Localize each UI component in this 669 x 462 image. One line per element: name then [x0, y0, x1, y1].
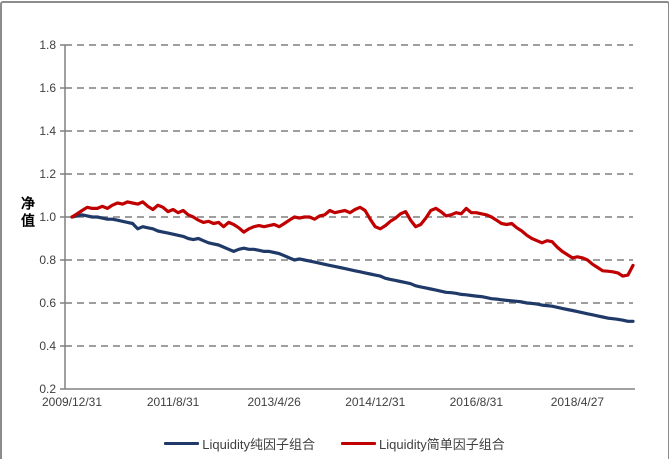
x-tick-label: 2011/8/31 — [147, 395, 200, 409]
legend-item: Liquidity纯因子组合 — [164, 434, 315, 453]
legend-line-swatch — [341, 442, 376, 445]
y-tick-label: 1.0 — [39, 210, 56, 224]
series-line-simple-factor — [70, 200, 635, 278]
x-tick-label: 2009/12/31 — [42, 395, 102, 409]
x-tick-label: 2018/4/27 — [551, 395, 605, 409]
legend-label: Liquidity简单因子组合 — [379, 437, 505, 452]
legend-item: Liquidity简单因子组合 — [341, 434, 505, 453]
y-tick-label: 1.4 — [39, 124, 56, 138]
x-tick-label: 2013/4/26 — [247, 395, 301, 409]
legend-line-swatch — [164, 442, 200, 445]
y-tick-label: 0.2 — [39, 382, 56, 396]
y-tick-label: 1.2 — [39, 167, 56, 181]
y-tick-label: 0.6 — [39, 296, 56, 310]
x-tick-label: 2016/8/31 — [450, 395, 504, 409]
y-tick-label: 0.4 — [39, 339, 56, 353]
series-line-pure-factor — [70, 213, 635, 323]
y-tick-label: 0.8 — [39, 253, 56, 267]
y-axis-title: 净值 — [20, 196, 36, 230]
net-value-line-chart: 0.2 0.4 0.6 0.8 1.0 1.2 1.4 1.6 1.8 2009/12/31 201… — [39, 38, 635, 409]
x-tick-label: 2014/12/31 — [345, 395, 405, 409]
legend: Liquidity纯因子组合 Liquidity简单因子组合 — [0, 434, 669, 453]
y-tick-label: 1.6 — [39, 81, 56, 95]
legend-label: Liquidity纯因子组合 — [202, 437, 315, 452]
y-tick-label: 1.8 — [39, 38, 56, 52]
